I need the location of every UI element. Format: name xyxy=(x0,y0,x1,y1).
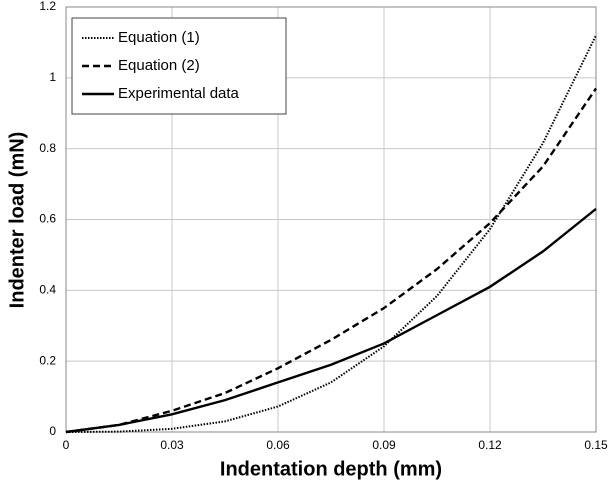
y-tick-label: 1 xyxy=(49,70,56,84)
y-tick-label: 0.4 xyxy=(39,283,56,297)
y-tick-label: 0.6 xyxy=(39,212,56,226)
x-tick-label: 0.06 xyxy=(266,438,290,452)
x-tick-label: 0.09 xyxy=(372,438,396,452)
x-tick-label: 0.12 xyxy=(478,438,502,452)
y-tick-label: 0.8 xyxy=(39,141,56,155)
legend-label: Equation (2) xyxy=(118,57,200,74)
y-tick-label: 1.2 xyxy=(39,0,56,13)
legend-label: Equation (1) xyxy=(118,29,200,46)
series-line xyxy=(65,207,597,434)
legend-label: Experimental data xyxy=(118,85,240,102)
x-axis-title: Indentation depth (mm) xyxy=(220,458,442,480)
x-tick-label: 0 xyxy=(63,438,70,452)
y-tick-label: 0 xyxy=(49,424,56,438)
plot-frame xyxy=(65,6,597,433)
y-axis-title: Indenter load (mN) xyxy=(6,132,28,309)
y-tick-label: 0.2 xyxy=(39,353,56,367)
series-line xyxy=(65,34,597,433)
x-tick-label: 0.03 xyxy=(160,438,184,452)
x-tick-label: 0.15 xyxy=(584,438,608,452)
series-line xyxy=(65,87,597,434)
